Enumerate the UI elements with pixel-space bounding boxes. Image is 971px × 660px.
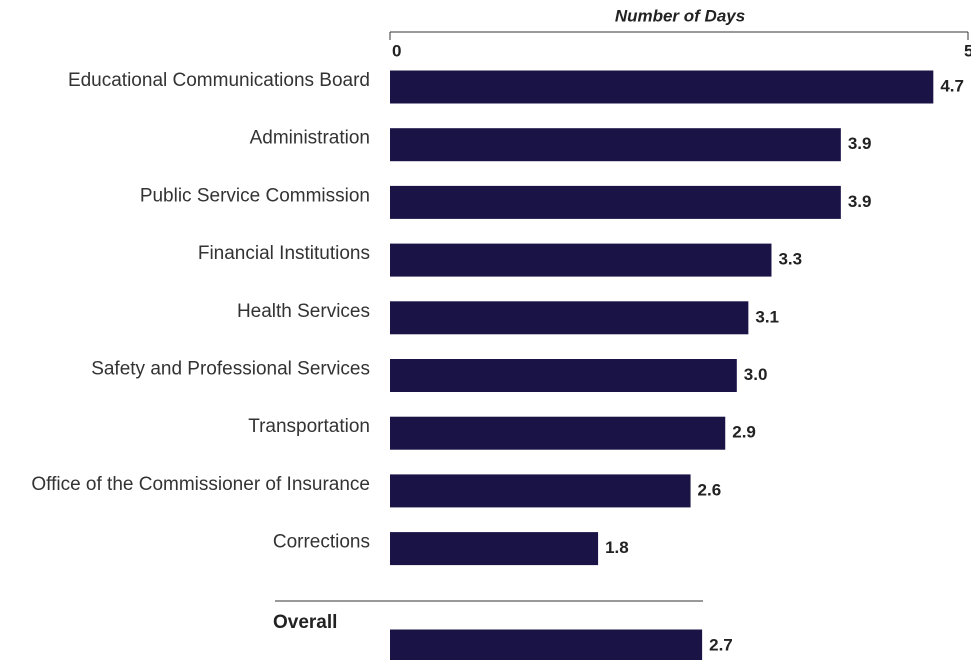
value-label: 3.9 — [848, 192, 872, 211]
value-label: 3.0 — [744, 365, 768, 384]
category-label: Transportation — [248, 416, 370, 437]
bar — [390, 70, 934, 104]
bar — [390, 243, 772, 277]
category-label: Administration — [250, 128, 370, 149]
bar — [390, 185, 841, 219]
category-label: Public Service Commission — [140, 185, 370, 206]
value-label: 3.3 — [778, 250, 802, 269]
value-label: 3.9 — [848, 134, 872, 153]
value-label: 1.8 — [605, 538, 629, 557]
bar — [390, 532, 599, 566]
value-label: 2.7 — [709, 635, 733, 654]
bar — [390, 359, 737, 392]
bar — [390, 629, 703, 660]
value-label: 4.7 — [940, 76, 964, 95]
bar — [390, 474, 691, 508]
category-label: Safety and Professional Services — [91, 359, 370, 380]
category-label: Overall — [273, 612, 337, 633]
value-label: 2.9 — [732, 423, 756, 442]
category-label: Educational Communications Board — [68, 70, 370, 91]
category-label: Health Services — [237, 301, 370, 322]
value-label: 3.1 — [755, 307, 779, 326]
category-label: Financial Institutions — [198, 243, 370, 264]
bar — [390, 128, 841, 162]
category-label: Office of the Commissioner of Insurance — [31, 474, 370, 495]
x-tick-label: 0 — [392, 41, 401, 60]
bar — [390, 416, 726, 450]
axis-title: Number of Days — [615, 6, 745, 25]
value-label: 2.6 — [698, 480, 722, 499]
x-tick-label: 5 — [964, 41, 971, 60]
bar — [390, 301, 749, 335]
category-label: Corrections — [273, 532, 370, 553]
